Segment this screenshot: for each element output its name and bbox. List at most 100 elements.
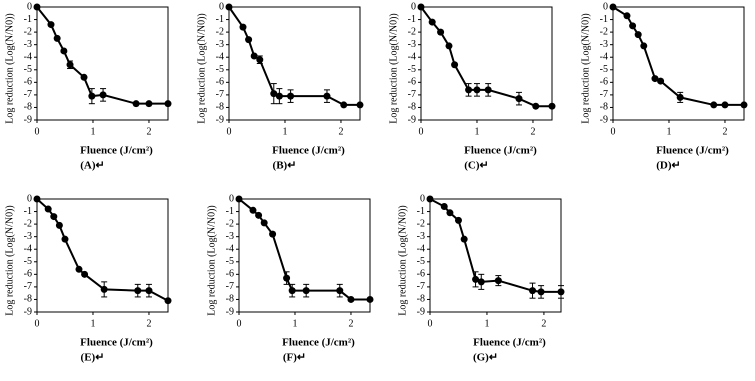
- x-tick-label: 2: [722, 126, 727, 137]
- data-point: [437, 28, 445, 36]
- x-axis-label: Fluence (J/cm²): [80, 145, 153, 157]
- y-tick-label: -2: [226, 218, 234, 229]
- y-tick-label: -2: [417, 218, 425, 229]
- series-line: [36, 198, 169, 302]
- y-tick-label: -9: [216, 114, 224, 125]
- y-tick-label: 0: [229, 193, 234, 204]
- y-tick-label: -8: [24, 102, 32, 113]
- series-line: [36, 6, 168, 105]
- data-point: [340, 101, 348, 109]
- data-point: [454, 216, 462, 224]
- y-tick-label: 0: [219, 1, 224, 12]
- x-axis-label: Fluence (J/cm²): [80, 337, 153, 349]
- y-tick-label: -3: [600, 39, 608, 50]
- y-tick-label: -4: [417, 244, 425, 255]
- data-point: [44, 205, 52, 213]
- y-tick-label: -7: [24, 89, 32, 100]
- y-tick-label: -8: [417, 294, 425, 305]
- y-tick-label: -9: [408, 114, 416, 125]
- data-point: [740, 101, 748, 109]
- x-tick-label: 0: [419, 126, 424, 137]
- panel-caption: (C)↵: [464, 160, 489, 172]
- data-point: [256, 56, 264, 64]
- data-point: [472, 275, 480, 283]
- data-point: [426, 195, 434, 203]
- y-tick-label: -1: [417, 206, 425, 217]
- data-point: [417, 3, 425, 11]
- data-point: [100, 285, 108, 293]
- data-point: [275, 92, 283, 100]
- panel-caption: (D)↵: [656, 160, 681, 172]
- x-tick-label: 2: [338, 126, 343, 137]
- y-axis-label: Log reduction (Log(N/N0)): [4, 13, 15, 124]
- y-tick-label: -8: [600, 102, 608, 113]
- data-point: [81, 270, 89, 278]
- data-point: [721, 101, 729, 109]
- data-point: [270, 90, 278, 98]
- y-tick-label: -5: [226, 256, 234, 267]
- x-tick-label: 1: [666, 126, 671, 137]
- y-tick-label: -8: [216, 102, 224, 113]
- panel-caption: (A)↵: [80, 160, 105, 172]
- y-tick-label: -7: [408, 89, 416, 100]
- y-tick-label: 0: [603, 1, 608, 12]
- data-point: [548, 102, 556, 110]
- data-point: [609, 3, 617, 11]
- y-tick-label: -1: [226, 206, 234, 217]
- data-point: [235, 195, 243, 203]
- data-point: [494, 277, 502, 285]
- data-point: [634, 31, 642, 39]
- data-point: [347, 295, 355, 303]
- y-axis-label: Log reduction (Log(N/N0)): [4, 205, 15, 316]
- y-tick-label: -3: [226, 231, 234, 242]
- data-point: [336, 287, 344, 295]
- y-tick-label: -6: [24, 269, 32, 280]
- data-point: [55, 221, 63, 229]
- y-tick-label: -3: [24, 39, 32, 50]
- y-tick-label: -7: [226, 281, 234, 292]
- y-axis-label: Log reduction (Log(N/N0)): [196, 13, 207, 124]
- y-tick-label: -1: [24, 14, 32, 25]
- y-tick-label: 0: [27, 1, 32, 12]
- y-tick-label: -5: [216, 64, 224, 75]
- data-point: [99, 91, 107, 99]
- series-line: [228, 6, 360, 106]
- data-point: [33, 3, 41, 11]
- y-tick-label: -8: [408, 102, 416, 113]
- data-point: [88, 92, 96, 100]
- data-point: [66, 61, 74, 69]
- y-tick-label: -9: [417, 306, 425, 317]
- data-point: [629, 22, 637, 30]
- panel-caption: (B)↵: [273, 160, 297, 172]
- y-tick-label: 0: [27, 193, 32, 204]
- y-tick-label: -9: [600, 114, 608, 125]
- data-point: [640, 42, 648, 50]
- y-tick-label: 0: [420, 193, 425, 204]
- y-tick-label: -3: [417, 231, 425, 242]
- x-tick-label: 2: [146, 318, 151, 329]
- x-axis-label: Fluence (J/cm²): [656, 145, 729, 157]
- data-point: [302, 287, 310, 295]
- data-point: [366, 295, 374, 303]
- y-tick-label: -4: [216, 52, 224, 63]
- y-tick-label: -1: [216, 14, 224, 25]
- data-point: [250, 52, 258, 60]
- y-tick-label: -6: [417, 269, 425, 280]
- y-tick-label: -1: [24, 206, 32, 217]
- y-tick-label: -3: [24, 231, 32, 242]
- y-tick-label: -4: [226, 244, 234, 255]
- x-axis-label: Fluence (J/cm²): [464, 145, 537, 157]
- y-axis-label: Log reduction (Log(N/N0)): [397, 205, 408, 316]
- y-tick-label: -6: [408, 77, 416, 88]
- y-tick-label: -9: [226, 306, 234, 317]
- data-point: [33, 195, 41, 203]
- data-point: [445, 42, 453, 50]
- data-point: [440, 203, 448, 211]
- y-tick-label: 0: [411, 1, 416, 12]
- data-point: [532, 102, 540, 110]
- x-axis-label: Fluence (J/cm²): [473, 337, 546, 349]
- x-tick-label: 0: [611, 126, 616, 137]
